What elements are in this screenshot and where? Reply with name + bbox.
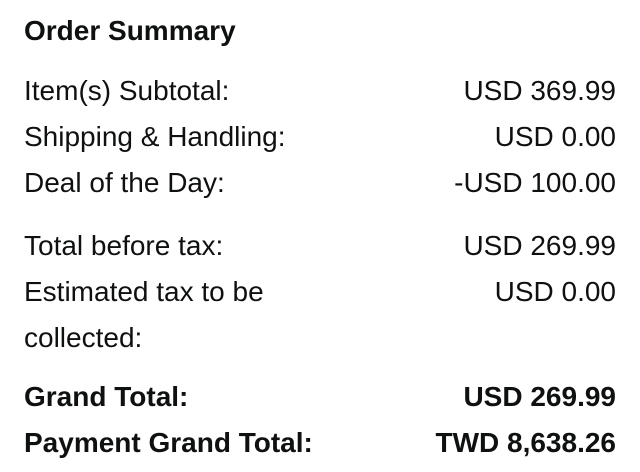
row-deal-of-the-day: Deal of the Day: -USD 100.00 (24, 160, 616, 206)
payment-grand-total-label: Payment Grand Total: (24, 427, 313, 458)
deal-of-the-day-value: -USD 100.00 (454, 167, 616, 198)
total-before-tax-label: Total before tax: (24, 230, 224, 261)
item-subtotal-value: USD 369.99 (463, 75, 616, 106)
row-estimated-tax: Estimated tax to be collected: USD 0.00 (24, 269, 616, 361)
row-item-subtotal: Item(s) Subtotal: USD 369.99 (24, 68, 616, 114)
shipping-handling-value: USD 0.00 (494, 121, 616, 152)
grand-total-value: USD 269.99 (463, 381, 616, 412)
deal-of-the-day-label: Deal of the Day: (24, 167, 225, 198)
row-shipping-handling: Shipping & Handling: USD 0.00 (24, 114, 616, 160)
payment-grand-total-value: TWD 8,638.26 (435, 427, 616, 458)
estimated-tax-label: Estimated tax to be collected: (24, 276, 264, 353)
estimated-tax-value: USD 0.00 (494, 276, 616, 307)
tax-group: Total before tax: USD 269.99 Estimated t… (24, 223, 616, 361)
shipping-handling-label: Shipping & Handling: (24, 121, 286, 152)
total-before-tax-value: USD 269.99 (463, 230, 616, 261)
row-total-before-tax: Total before tax: USD 269.99 (24, 223, 616, 269)
grand-total-label: Grand Total: (24, 381, 189, 412)
row-payment-grand-total: Payment Grand Total: TWD 8,638.26 (24, 420, 616, 466)
totals-group: Grand Total: USD 269.99 Payment Grand To… (24, 374, 616, 466)
row-grand-total: Grand Total: USD 269.99 (24, 374, 616, 420)
charges-group: Item(s) Subtotal: USD 369.99 Shipping & … (24, 68, 616, 206)
order-summary-title: Order Summary (24, 15, 236, 46)
item-subtotal-label: Item(s) Subtotal: (24, 75, 230, 106)
